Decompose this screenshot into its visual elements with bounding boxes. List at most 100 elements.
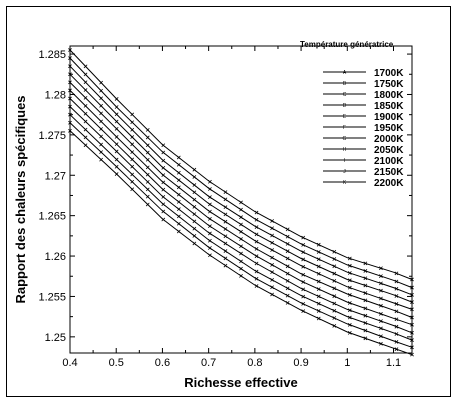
series-marker: [145, 165, 150, 170]
series-marker: [176, 200, 181, 204]
series-marker: [130, 135, 135, 139]
legend-item: K 2200K: [323, 178, 404, 189]
legend-marker: K: [343, 180, 347, 186]
series-marker: [301, 287, 306, 292]
series-marker: [379, 311, 383, 316]
series-marker: [301, 294, 306, 299]
legend-label: 2150K: [374, 167, 404, 178]
series-marker: [347, 263, 352, 268]
series-marker: [301, 243, 306, 247]
series-marker: [410, 322, 414, 327]
series-marker: [332, 294, 337, 299]
series-marker: [332, 308, 337, 313]
series-marker: [270, 285, 274, 290]
series-marker: [285, 271, 290, 276]
series-marker: [145, 172, 150, 177]
legend-item: A 1700K: [323, 68, 404, 79]
axes-layer: 0.4 0.5 0.6 0.7 0.8 0.9 1 1.1 1.25 1.255 1.26 1.265…: [38, 46, 412, 369]
series-marker: [394, 286, 399, 291]
series-marker: [130, 179, 135, 184]
series-marker: [161, 195, 166, 199]
series-marker: [130, 142, 135, 147]
series-marker: [254, 261, 259, 266]
series-marker: [223, 256, 228, 261]
series-marker: [301, 250, 306, 255]
series-marker: [68, 128, 72, 133]
series-marker: [254, 225, 259, 229]
series-marker: [270, 278, 274, 282]
series-marker: [223, 227, 228, 231]
series-marker: [208, 253, 212, 258]
series-marker: [254, 210, 259, 215]
series-line: [69, 65, 413, 296]
series-marker: [114, 135, 119, 139]
series-marker: [363, 328, 368, 333]
series-marker: [410, 300, 414, 304]
series-marker: [192, 226, 197, 231]
series-marker: [285, 234, 290, 239]
series-marker: [394, 347, 399, 352]
series-marker: [176, 221, 181, 226]
series-marker: [239, 274, 243, 278]
series-marker: [347, 322, 352, 327]
series-marker: [83, 64, 88, 69]
series-marker: [363, 269, 368, 273]
series-marker: [285, 249, 290, 254]
series-marker: [347, 285, 352, 290]
y-tick-label: 1.255: [38, 291, 66, 303]
series-marker: [223, 263, 228, 268]
series-marker: [332, 286, 337, 291]
series-marker: [394, 302, 399, 306]
series-marker: [239, 251, 243, 256]
series-marker: [270, 240, 274, 245]
series-marker: [223, 205, 228, 210]
series-marker: [254, 254, 259, 259]
series-marker: [176, 207, 181, 212]
series-marker: [161, 150, 166, 155]
x-tick-label: 1: [344, 357, 350, 369]
series-marker: [394, 309, 399, 314]
series-marker: [363, 261, 368, 266]
series-marker: [239, 266, 243, 271]
series-marker: [161, 180, 166, 185]
series-marker: [254, 247, 259, 251]
series-marker: [161, 143, 166, 148]
legend-title: Température génératrice: [300, 40, 394, 49]
series-marker: [379, 296, 383, 301]
series-marker: [379, 319, 383, 324]
series-marker: [379, 326, 383, 331]
series-marker: [208, 246, 212, 250]
series-marker: [145, 135, 150, 140]
series-marker: [130, 127, 135, 132]
series-marker: [130, 164, 135, 169]
y-tick-label: 1.25: [45, 332, 66, 344]
series-marker: [83, 95, 88, 100]
series-2200K: [68, 128, 414, 357]
legend-item: G 2000K: [323, 134, 404, 145]
series-marker: [410, 345, 414, 350]
series-marker: [68, 80, 72, 85]
series-marker: [270, 270, 274, 275]
series-marker: [223, 190, 228, 194]
series-marker: [410, 292, 414, 297]
x-tick-label: 0.8: [247, 357, 262, 369]
series-marker: [254, 276, 259, 281]
series-marker: [347, 278, 352, 283]
series-marker: [410, 307, 414, 312]
legend-item: H 2050K: [323, 145, 404, 156]
series-marker: [223, 234, 228, 239]
series-marker: [176, 229, 181, 234]
series-marker: [270, 219, 274, 223]
legend-marker: J: [343, 169, 346, 175]
series-marker: [363, 276, 368, 281]
legend-label: 1900K: [374, 112, 404, 123]
x-tick-label: 0.4: [62, 357, 77, 369]
series-marker: [316, 250, 321, 254]
series-marker: [347, 301, 352, 305]
y-axis-title: Rapport des chaleurs spécifiques: [13, 95, 28, 303]
series-2150K: [68, 120, 414, 350]
series-marker: [410, 352, 414, 357]
legend-marker: C: [343, 92, 347, 98]
x-tick-label: 0.9: [293, 357, 308, 369]
